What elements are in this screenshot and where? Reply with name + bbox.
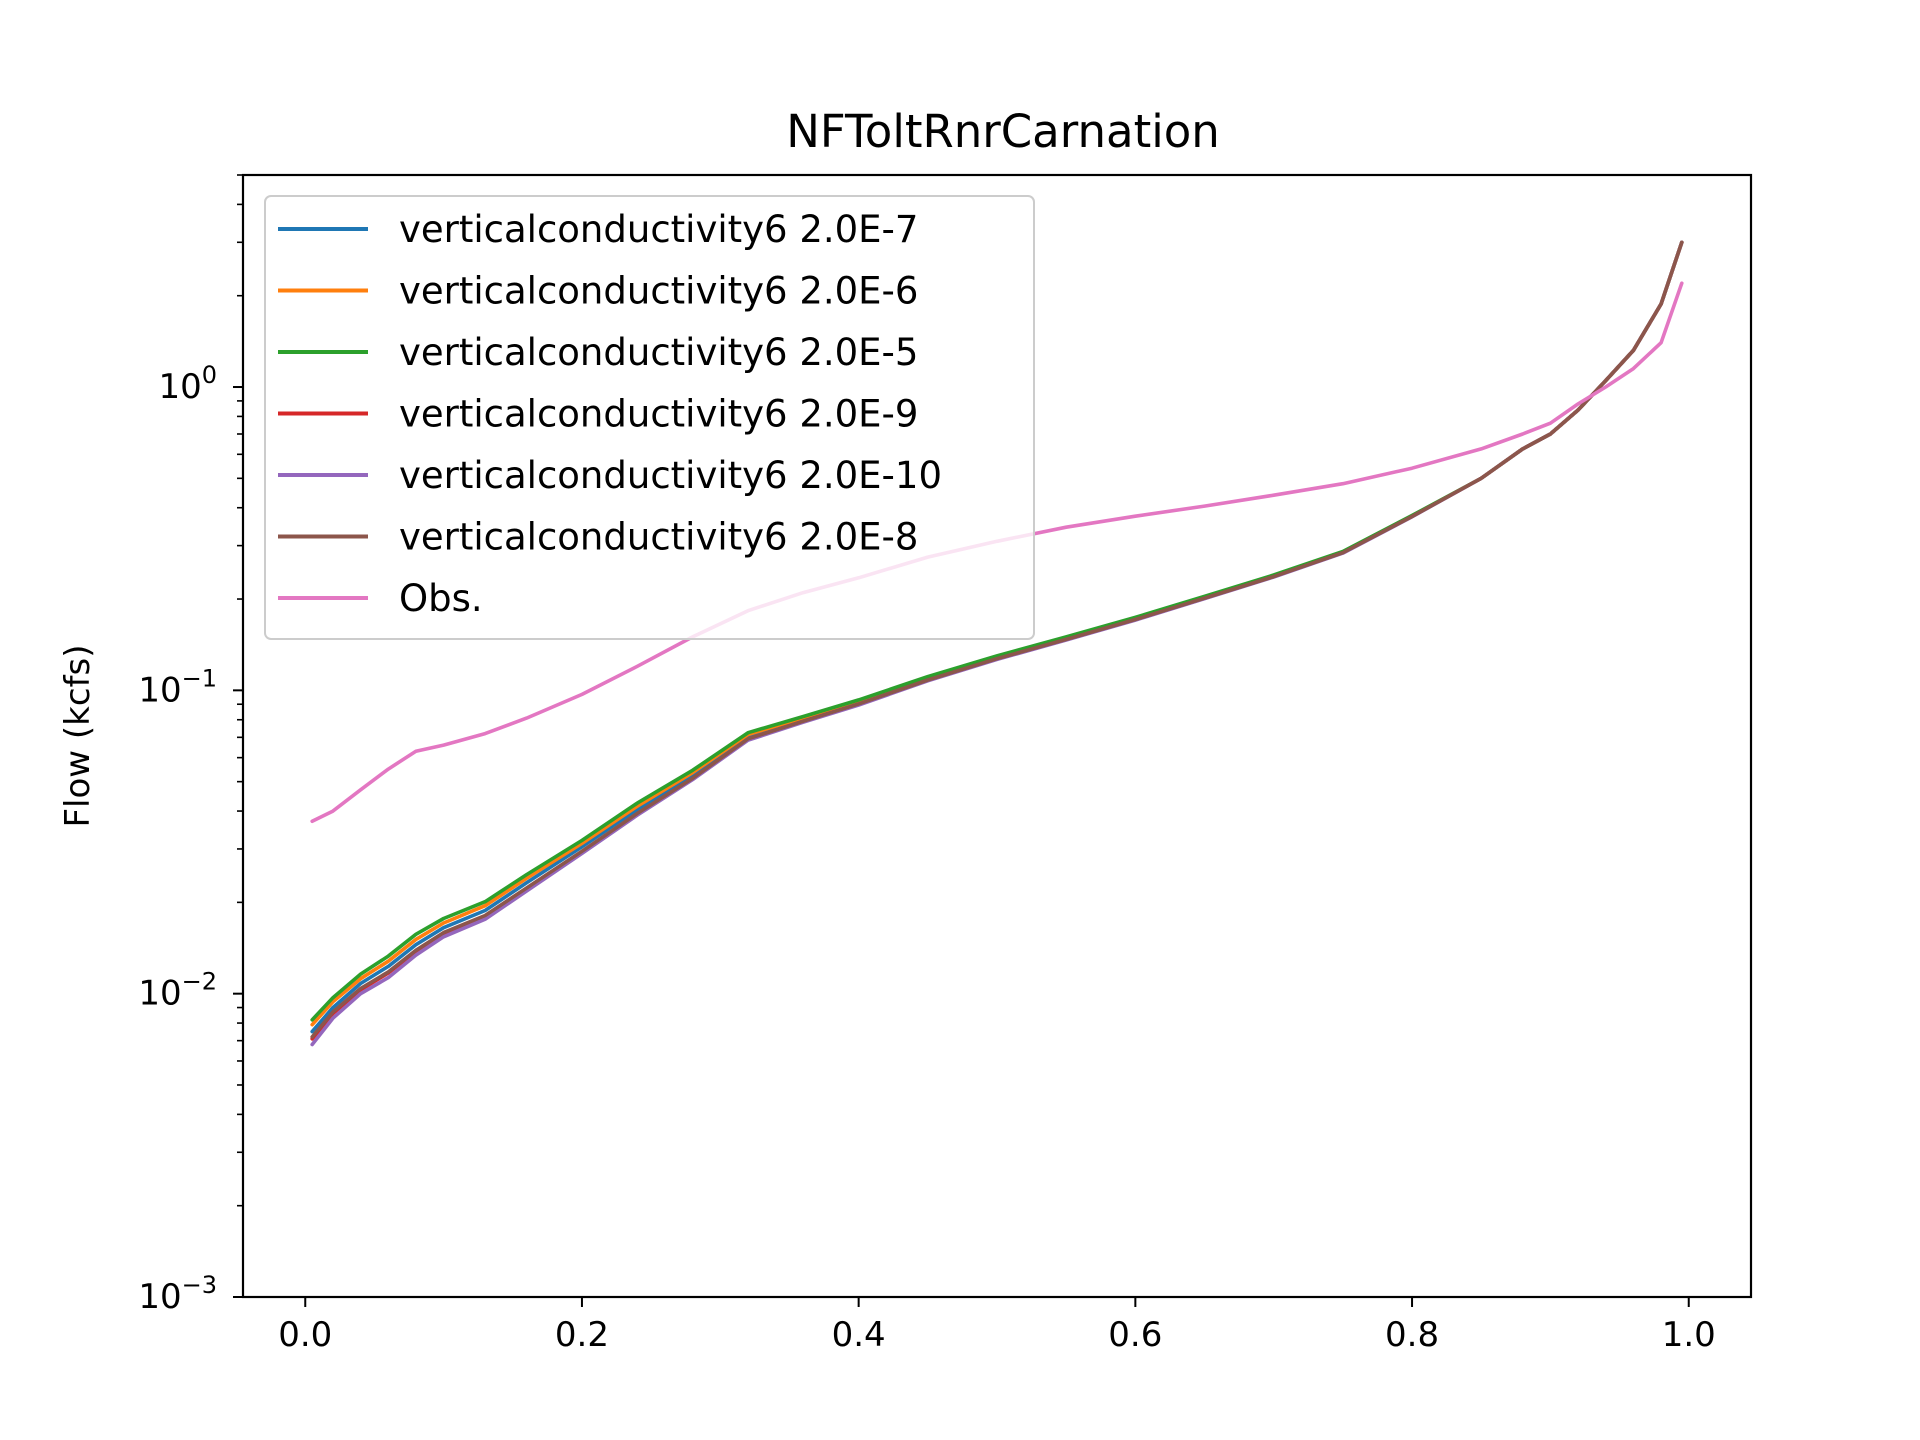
x-tick-label: 0.8 (1385, 1315, 1439, 1355)
plot-frame (241, 173, 1753, 1299)
y-tick-label: 100 (158, 361, 217, 407)
y-tick-label: 10−1 (138, 664, 217, 710)
x-axis-ticks: 0.0 0.2 0.4 0.6 0.8 1.0 (278, 1297, 1716, 1355)
x-tick-label: 1.0 (1662, 1315, 1716, 1355)
legend-label: verticalconductivity6 2.0E-5 (399, 331, 918, 374)
legend-label: verticalconductivity6 2.0E-7 (399, 208, 918, 251)
y-axis-ticks: 10−3 10−2 10−1 100 (138, 174, 243, 1317)
legend-box (264, 195, 1035, 640)
y-tick-label: 10−2 (138, 968, 217, 1014)
legend-label: verticalconductivity6 2.0E-6 (399, 270, 918, 313)
legend-label: Obs. (399, 577, 483, 620)
x-tick-label: 0.6 (1108, 1315, 1162, 1355)
series-lines (310, 240, 1684, 1047)
x-tick-label: 0.4 (832, 1315, 886, 1355)
x-tick-label: 0.2 (555, 1315, 609, 1355)
legend-label: verticalconductivity6 2.0E-9 (399, 393, 918, 436)
chart-title: NFToltRnrCarnation (786, 105, 1220, 158)
y-tick-label: 10−3 (138, 1271, 217, 1317)
series-line-6 (310, 240, 1684, 1039)
y-axis-label: Flow (kcfs) (58, 644, 98, 827)
x-tick-label: 0.0 (278, 1315, 332, 1355)
legend-label: verticalconductivity6 2.0E-10 (399, 454, 942, 497)
legend-label: verticalconductivity6 2.0E-8 (399, 516, 918, 559)
legend: verticalconductivity6 2.0E-7 verticalcond… (264, 195, 1035, 640)
